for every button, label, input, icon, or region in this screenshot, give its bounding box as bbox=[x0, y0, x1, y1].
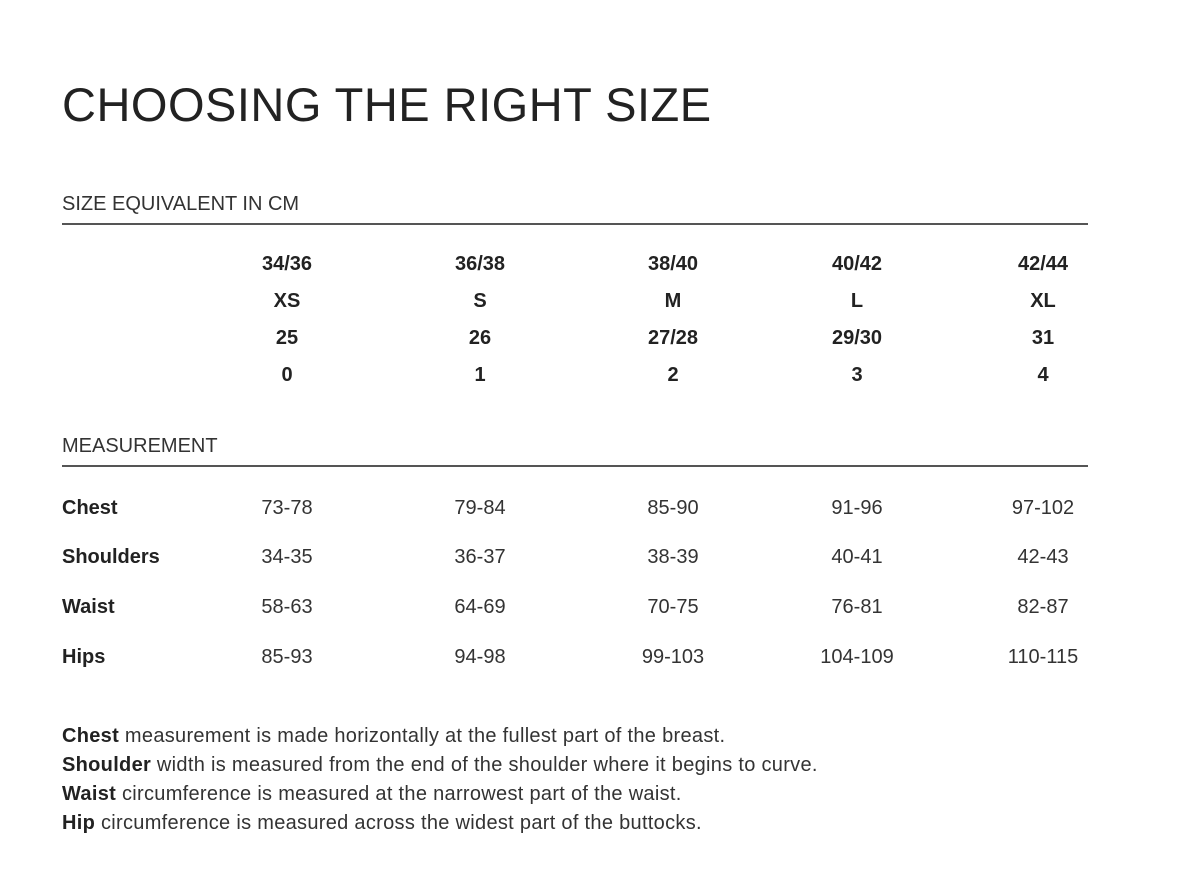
measurement-label: Hips bbox=[62, 646, 106, 668]
size-cell: 42/44 bbox=[1017, 253, 1069, 275]
note-text: width is measured from the end of the sh… bbox=[151, 754, 818, 776]
size-cell: XL bbox=[1030, 290, 1056, 312]
note-term: Waist bbox=[62, 783, 117, 805]
size-equivalent-heading: SIZE EQUIVALENT IN CM bbox=[62, 193, 300, 215]
measurement-cell: 94-98 bbox=[454, 646, 506, 668]
size-cell: 34/36 bbox=[261, 253, 313, 275]
note-term: Hip bbox=[62, 812, 96, 834]
size-cell: 31 bbox=[1031, 327, 1055, 349]
measurement-cell: 38-39 bbox=[647, 546, 699, 568]
measurement-cell: 34-35 bbox=[261, 546, 313, 568]
measurement-cell: 76-81 bbox=[831, 596, 883, 618]
measurement-cell: 99-103 bbox=[641, 646, 705, 668]
size-cell: 26 bbox=[468, 327, 492, 349]
size-cell: M bbox=[664, 290, 682, 312]
measurement-row-hips: Hips 85-93 94-98 99-103 104-109 110-115 bbox=[0, 642, 1188, 672]
measurement-label: Shoulders bbox=[62, 546, 160, 568]
note-text: circumference is measured at the narrowe… bbox=[116, 783, 682, 805]
measurement-cell: 73-78 bbox=[261, 497, 313, 519]
size-cell: L bbox=[850, 290, 864, 312]
measurement-cell: 82-87 bbox=[1017, 596, 1069, 618]
measurement-cell: 85-93 bbox=[261, 646, 313, 668]
size-cell: 27/28 bbox=[647, 327, 699, 349]
measurement-cell: 97-102 bbox=[1011, 497, 1075, 519]
measurement-label: Waist bbox=[62, 596, 115, 618]
size-row-letter: XS S M L XL bbox=[0, 286, 1188, 316]
size-cell: 1 bbox=[474, 364, 486, 386]
measurement-cell: 110-115 bbox=[1007, 646, 1079, 668]
measurement-label: Chest bbox=[62, 497, 118, 519]
size-cell: 0 bbox=[281, 364, 293, 386]
measurement-notes: Chest measurement is made horizontally a… bbox=[62, 722, 818, 838]
page-title: CHOOSING THE RIGHT SIZE bbox=[62, 78, 712, 132]
note-chest: Chest measurement is made horizontally a… bbox=[62, 722, 818, 751]
size-cell: 2 bbox=[667, 364, 679, 386]
measurement-divider bbox=[62, 465, 1088, 467]
size-row-eu: 34/36 36/38 38/40 40/42 42/44 bbox=[0, 249, 1188, 279]
size-cell: S bbox=[473, 290, 487, 312]
measurement-cell: 91-96 bbox=[831, 497, 883, 519]
note-hip: Hip circumference is measured across the… bbox=[62, 809, 818, 838]
measurement-cell: 36-37 bbox=[454, 546, 506, 568]
size-cell: XS bbox=[273, 290, 301, 312]
size-cell: 4 bbox=[1037, 364, 1049, 386]
measurement-cell: 85-90 bbox=[647, 497, 699, 519]
measurement-row-waist: Waist 58-63 64-69 70-75 76-81 82-87 bbox=[0, 592, 1188, 622]
note-waist: Waist circumference is measured at the n… bbox=[62, 780, 818, 809]
measurement-cell: 42-43 bbox=[1017, 546, 1069, 568]
size-equivalent-divider bbox=[62, 223, 1088, 225]
note-text: circumference is measured across the wid… bbox=[95, 812, 702, 834]
size-cell: 3 bbox=[851, 364, 863, 386]
size-row-index: 0 1 2 3 4 bbox=[0, 360, 1188, 390]
note-term: Shoulder bbox=[62, 754, 152, 776]
measurement-row-chest: Chest 73-78 79-84 85-90 91-96 97-102 bbox=[0, 493, 1188, 523]
size-cell: 38/40 bbox=[647, 253, 699, 275]
size-cell: 29/30 bbox=[831, 327, 883, 349]
measurement-cell: 58-63 bbox=[261, 596, 313, 618]
measurement-cell: 79-84 bbox=[454, 497, 506, 519]
note-text: measurement is made horizontally at the … bbox=[119, 725, 726, 747]
note-shoulder: Shoulder width is measured from the end … bbox=[62, 751, 818, 780]
size-cell: 25 bbox=[275, 327, 299, 349]
measurement-cell: 70-75 bbox=[647, 596, 699, 618]
measurement-row-shoulders: Shoulders 34-35 36-37 38-39 40-41 42-43 bbox=[0, 542, 1188, 572]
size-row-waist-number: 25 26 27/28 29/30 31 bbox=[0, 323, 1188, 353]
measurement-heading: MEASUREMENT bbox=[62, 435, 218, 457]
note-term: Chest bbox=[62, 725, 120, 747]
measurement-cell: 64-69 bbox=[454, 596, 506, 618]
size-cell: 36/38 bbox=[454, 253, 506, 275]
measurement-cell: 104-109 bbox=[820, 646, 894, 668]
measurement-cell: 40-41 bbox=[831, 546, 883, 568]
size-cell: 40/42 bbox=[831, 253, 883, 275]
